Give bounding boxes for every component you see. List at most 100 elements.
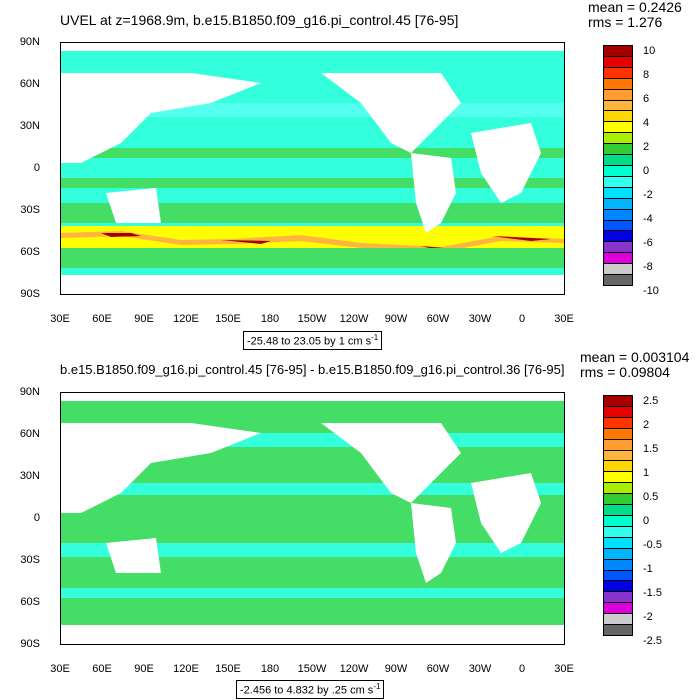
colorbar-label: 1 [643, 467, 650, 479]
lat-label: 0 [33, 512, 40, 524]
lon-label: 150E [215, 663, 241, 675]
lon-label: 120E [173, 313, 199, 325]
lat-label: 60S [20, 246, 40, 258]
colorbar-label: -6 [643, 237, 653, 249]
lon-label: 60E [92, 663, 112, 675]
contour-info-exponent: -1 [371, 333, 379, 342]
lon-label: 180 [260, 663, 280, 675]
south-america-land [411, 153, 456, 233]
lat-label: 90S [20, 638, 40, 650]
lat-label: 60N [19, 428, 40, 440]
colorbar-label: -8 [643, 261, 653, 273]
top-mean: mean = 0.2426 [588, 0, 682, 15]
colorbar-label: -2.5 [643, 635, 662, 647]
africa-land [471, 123, 541, 203]
bottom-map-plot [60, 392, 565, 645]
colorbar-label: -2 [643, 189, 653, 201]
lat-label: 30S [20, 204, 40, 216]
colorbar-label: 2 [643, 141, 650, 153]
australia-land [106, 188, 161, 223]
bottom-plot-title: b.e15.B1850.f09_g16.pi_control.45 [76-95… [60, 362, 565, 377]
colorbar-label: 2 [643, 419, 650, 431]
africa-land [471, 473, 541, 553]
lon-label: 90E [134, 313, 154, 325]
lat-label: 0 [33, 162, 40, 174]
top-plot-title: UVEL at z=1968.9m, b.e15.B1850.f09_g16.p… [60, 12, 459, 28]
colorbar-label: 2.5 [643, 395, 659, 407]
bottom-contour-info: -2.456 to 4.832 by .25 cm s-1 [236, 680, 385, 699]
lon-label: 180 [260, 313, 280, 325]
zonal-band [61, 148, 564, 158]
lon-label: 150W [297, 663, 327, 675]
lon-label: 90W [384, 663, 408, 675]
lon-label: 0 [518, 663, 526, 675]
zonal-band [61, 588, 564, 598]
colorbar-label: -1 [643, 563, 653, 575]
top-colorbar [603, 45, 633, 286]
antarctica-land [61, 275, 564, 294]
lat-label: 30S [20, 554, 40, 566]
top-panel: UVEL at z=1968.9m, b.e15.B1850.f09_g16.p… [19, 0, 682, 350]
lon-label: 0 [518, 313, 526, 325]
lon-label: 90E [134, 663, 154, 675]
north-america-land [321, 73, 461, 153]
top-contour-info: -25.48 to 23.05 by 1 cm s-1 [243, 331, 383, 350]
colorbar-label: 10 [643, 45, 656, 57]
lat-label: 60N [19, 78, 40, 90]
lon-label: 30W [468, 663, 492, 675]
bottom-mean: mean = 0.003104 [580, 349, 690, 365]
acc-jet-orange [61, 231, 564, 252]
colorbar-label: 1.5 [643, 443, 659, 455]
zonal-band [61, 483, 564, 495]
lon-label: 60E [92, 313, 112, 325]
lon-label: 30E [50, 313, 70, 325]
contour-info-exponent: -1 [373, 682, 381, 691]
north-america-land [321, 423, 461, 503]
colorbar-swatch [603, 274, 633, 286]
lat-label: 90N [19, 36, 40, 48]
lon-label: 120W [339, 313, 369, 325]
top-rms: rms = 1.276 [588, 14, 663, 30]
lat-label: 90S [20, 288, 40, 300]
arctic-land [61, 43, 564, 51]
bottom-panel: b.e15.B1850.f09_g16.pi_control.45 [76-95… [0, 350, 700, 700]
colorbar-label: 8 [643, 69, 650, 81]
lon-label: 30E [554, 313, 574, 325]
colorbar-swatch [603, 624, 633, 636]
colorbar-label: 0 [643, 515, 650, 527]
colorbar-label: 0.5 [643, 491, 659, 503]
lon-label: 150W [297, 313, 327, 325]
contour-info-text: -25.48 to 23.05 by 1 cm s [247, 335, 372, 348]
lon-label: 30W [468, 313, 492, 325]
lon-label: 150E [215, 313, 241, 325]
zonal-band [61, 178, 564, 188]
lat-label: 30N [19, 470, 40, 482]
contour-info-text: -2.456 to 4.832 by .25 cm s [240, 684, 374, 697]
lon-label: 30E [554, 663, 574, 675]
bottom-colorbar [603, 395, 633, 636]
colorbar-label: -1.5 [643, 587, 662, 599]
colorbar-label: 6 [643, 93, 650, 105]
south-america-land [411, 503, 456, 583]
eurasia-land [61, 423, 261, 513]
lon-label: 60W [426, 313, 450, 325]
antarctica-land [61, 625, 564, 644]
australia-land [106, 538, 161, 573]
bottom-rms: rms = 0.09804 [580, 364, 670, 380]
colorbar-label: 0 [643, 165, 650, 177]
lon-label: 60W [426, 663, 450, 675]
eurasia-land [61, 73, 261, 163]
bottom-map-svg [61, 393, 564, 644]
top-map-svg [61, 43, 564, 294]
colorbar-label: -10 [643, 285, 659, 297]
colorbar-label: -0.5 [643, 539, 662, 551]
lon-label: 120E [173, 663, 199, 675]
lat-label: 60S [20, 596, 40, 608]
colorbar-label: -4 [643, 213, 653, 225]
lat-label: 30N [19, 120, 40, 132]
colorbar-label: -2 [643, 611, 653, 623]
lon-label: 30E [50, 663, 70, 675]
lon-label: 120W [339, 663, 369, 675]
zonal-band [61, 248, 564, 268]
lon-label: 90W [384, 313, 408, 325]
